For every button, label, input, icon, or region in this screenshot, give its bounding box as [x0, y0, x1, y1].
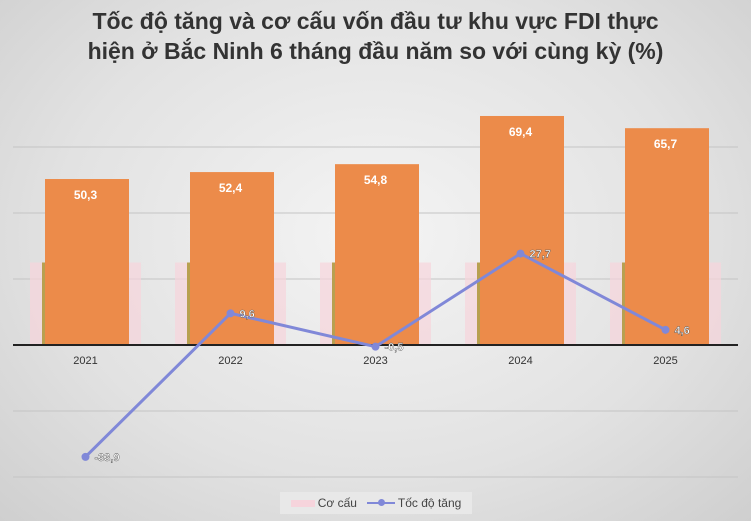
bar-data-label: 50,3 [74, 188, 98, 202]
line-data-label: -33,9 [95, 452, 120, 464]
legend-label: Tốc độ tăng [397, 496, 462, 510]
bar-data-label: 65,7 [654, 137, 678, 151]
chart-title: Tốc độ tăng và cơ cấu vốn đầu tư khu vực… [0, 6, 751, 66]
bar [480, 115, 564, 345]
x-tick-label: 2024 [508, 355, 532, 367]
legend-item-line[interactable]: Tốc độ tăng [366, 496, 462, 510]
legend: Cơ cấu Tốc độ tăng [280, 492, 472, 514]
line-data-label: 27,7 [530, 249, 551, 261]
x-tick-label: 2023 [363, 355, 387, 367]
line-point [516, 249, 525, 258]
x-tick-label: 2021 [73, 355, 97, 367]
line-data-label: 9,6 [240, 308, 255, 320]
legend-label: Cơ cấu [317, 496, 357, 510]
bar [625, 128, 709, 345]
bar [45, 179, 129, 345]
line-point [371, 342, 380, 351]
bar [335, 164, 419, 345]
legend-item-bar[interactable]: Cơ cấu [290, 496, 357, 510]
line-point [661, 325, 670, 334]
legend-bar-swatch [290, 499, 315, 507]
x-tick-label: 2022 [218, 355, 242, 367]
legend-line-swatch [366, 499, 395, 506]
bar-data-label: 52,4 [219, 181, 243, 195]
line-point [226, 309, 235, 318]
line-data-label: -0,5 [385, 342, 404, 354]
x-tick-label: 2025 [653, 355, 677, 367]
title-line-2: hiện ở Bắc Ninh 6 tháng đầu năm so với c… [87, 38, 664, 64]
title-line-1: Tốc độ tăng và cơ cấu vốn đầu tư khu vực… [92, 8, 659, 34]
bar-data-label: 54,8 [364, 173, 388, 187]
bar-data-label: 69,4 [509, 125, 533, 139]
line-point [81, 452, 90, 461]
line-data-label: 4,6 [675, 325, 690, 337]
